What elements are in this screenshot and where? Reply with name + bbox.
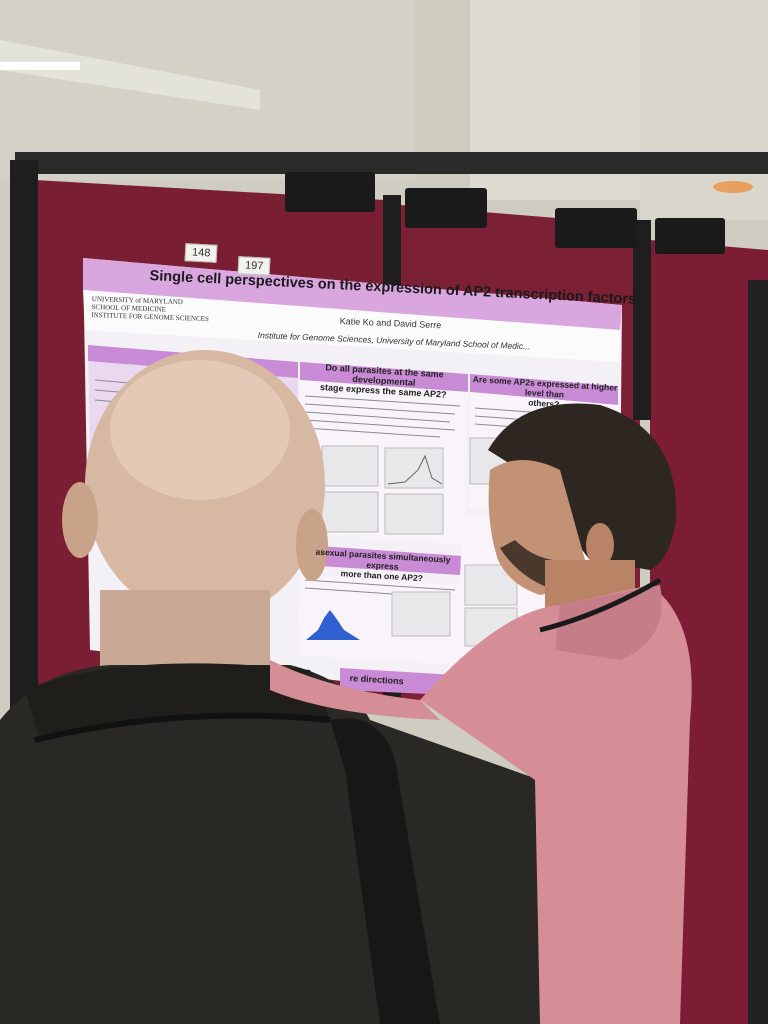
poster-col2-head-c <box>340 668 455 695</box>
poster-title-bar <box>83 258 622 330</box>
board-post-left <box>10 160 38 720</box>
poster-col2-head <box>300 362 468 392</box>
wall-lamp <box>713 181 753 193</box>
jacket-collar <box>25 663 330 740</box>
lanyard <box>539 577 662 633</box>
poster-plot-6 <box>391 591 451 637</box>
poster-col2-head-b <box>304 545 462 575</box>
poster-plot-4 <box>384 493 444 535</box>
university-logo: UNIVERSITY of MARYLAND SCHOOL OF MEDICIN… <box>91 295 209 323</box>
poster-plot-curve <box>387 454 443 485</box>
board-clamp-1 <box>285 172 375 212</box>
poster-histogram <box>306 610 360 640</box>
shirt-shadow <box>555 585 662 660</box>
bald-ear-right <box>296 509 328 581</box>
poster-plot-2 <box>384 447 444 489</box>
board-clamp-4 <box>655 218 725 254</box>
poster-plot-1 <box>321 445 379 487</box>
poster-plot-3 <box>321 491 379 533</box>
tag-148: 148 <box>184 243 218 263</box>
board-clamp-2 <box>405 188 487 228</box>
presenter-ear <box>586 523 614 567</box>
bald-ear-left <box>62 482 98 558</box>
ceiling-light <box>0 62 80 70</box>
poster-col3-head <box>470 374 618 405</box>
pink-shirt <box>420 585 692 1024</box>
jacket-strap-line <box>34 712 331 743</box>
ceiling-beam <box>0 40 260 110</box>
board-post-far <box>748 280 768 1024</box>
presenter-arm <box>270 660 440 720</box>
board-clamp-3 <box>555 208 637 248</box>
board-post-right <box>633 220 651 420</box>
bald-head-highlight <box>110 360 290 500</box>
poster-header-area <box>83 290 620 362</box>
backpack-strap <box>330 718 440 1024</box>
board-frame-top <box>15 152 768 174</box>
presenter-hair <box>488 403 677 570</box>
